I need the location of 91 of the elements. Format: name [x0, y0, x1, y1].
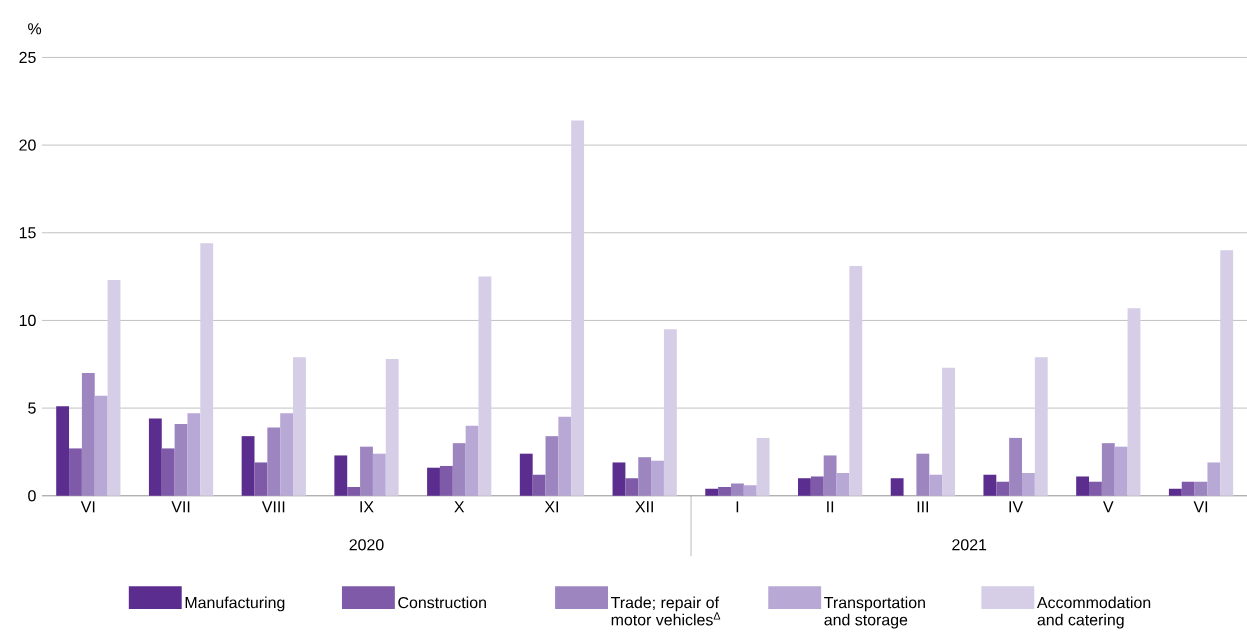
bar [478, 276, 492, 496]
bar [996, 481, 1010, 496]
bar [280, 413, 294, 496]
bar [1194, 481, 1208, 496]
bar [1181, 481, 1195, 496]
x-tick-label: XII [635, 501, 653, 513]
legend-label: Manufacturing [185, 596, 285, 612]
x-tick-label: IX [360, 501, 374, 513]
bar [638, 457, 652, 496]
bar [705, 488, 719, 496]
bar [743, 485, 757, 496]
bar [187, 413, 201, 496]
x-tick-label: VII [171, 501, 190, 513]
bar [916, 453, 930, 496]
legend-label: Transportation and storage [824, 596, 925, 629]
bar [1089, 481, 1102, 496]
bar [1101, 443, 1115, 496]
bar [849, 266, 863, 496]
bar [1220, 250, 1234, 496]
y-tick-label: 10 [19, 314, 36, 327]
bar [929, 474, 943, 496]
bar [1207, 462, 1221, 496]
x-tick-label: I [736, 501, 739, 513]
x-tick-label: II [827, 501, 834, 513]
bar [836, 473, 850, 496]
y-tick-label: 25 [19, 51, 36, 64]
bar [267, 427, 281, 496]
x-tick-label: III [917, 501, 929, 513]
bar [174, 423, 188, 496]
text: 2021 [952, 539, 987, 551]
legend-label: Accommodation and catering [1036, 596, 1151, 629]
bar [1009, 437, 1022, 496]
bar [439, 466, 453, 496]
bar [200, 243, 214, 496]
x-tick-label: IV [1009, 501, 1024, 513]
x-tick-label: VI [80, 501, 95, 513]
bar [94, 395, 108, 496]
bar [718, 487, 731, 496]
bar [427, 467, 440, 496]
y-axis-title: % [28, 23, 42, 35]
bar [334, 455, 348, 496]
bar [798, 478, 811, 496]
y-tick-label: 15 [19, 227, 36, 239]
x-tick-label: VIII [261, 501, 285, 513]
bar [532, 474, 546, 496]
bar [612, 462, 626, 496]
x-tick-label: VI [1193, 501, 1208, 513]
bar [452, 443, 466, 496]
x-tick-label: XI [544, 501, 558, 513]
x-tick-label: X [454, 501, 465, 513]
bar [347, 487, 361, 496]
legend-label: Trade; repair of motor vehicles$^{Δ}$ [611, 596, 721, 626]
bar [1168, 488, 1182, 496]
bar [558, 416, 572, 496]
text: 2020 [349, 539, 384, 551]
bar [293, 357, 306, 496]
bar [545, 436, 559, 496]
bar [56, 406, 70, 496]
bar [756, 437, 770, 496]
bar [465, 425, 479, 496]
bar [161, 448, 175, 496]
bar [372, 453, 386, 496]
legend-label: Construction [398, 596, 486, 609]
bar [625, 478, 639, 496]
bar [519, 453, 533, 496]
bar [1127, 308, 1141, 496]
bar [241, 436, 255, 496]
bar [651, 460, 664, 496]
bar [1021, 473, 1035, 496]
bar [1034, 357, 1048, 496]
bar [890, 478, 904, 496]
bar [810, 476, 824, 496]
bar [107, 280, 121, 496]
bar [254, 462, 268, 496]
bar [1114, 446, 1128, 496]
bar [663, 329, 677, 496]
bar [360, 446, 373, 496]
y-tick-label: 5 [28, 402, 36, 414]
bar [385, 359, 399, 496]
bar [69, 448, 82, 496]
bar [81, 373, 95, 496]
bar [823, 455, 837, 496]
bar [730, 483, 744, 496]
bar [1076, 476, 1090, 496]
y-tick-label: 0 [28, 490, 36, 502]
y-tick-label: 20 [19, 139, 36, 151]
bar [148, 418, 162, 496]
bar [983, 474, 997, 496]
x-tick-label: V [1103, 501, 1114, 513]
bar [571, 120, 585, 496]
bar [942, 367, 955, 496]
